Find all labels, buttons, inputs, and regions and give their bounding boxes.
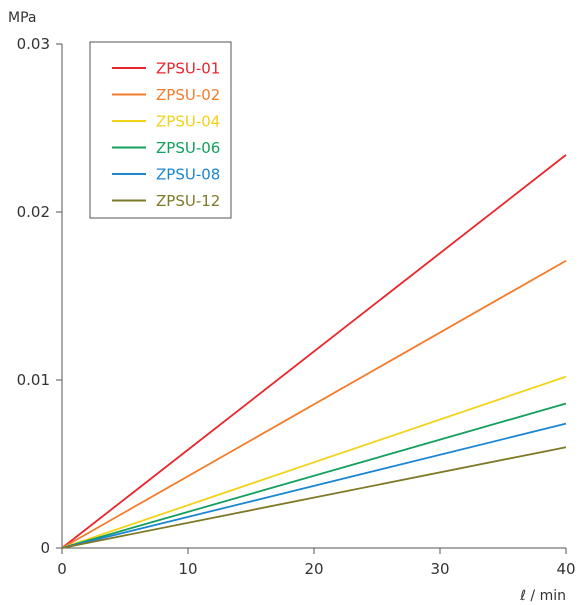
series-line-zpsu-02 xyxy=(61,259,567,549)
y-tick-label: 0.03 xyxy=(17,35,50,53)
legend-label: ZPSU-02 xyxy=(156,86,220,104)
legend-label: ZPSU-08 xyxy=(156,166,220,184)
x-tick-label: 0 xyxy=(57,560,67,578)
series-lines xyxy=(61,154,567,549)
y-tick-label: 0 xyxy=(40,539,50,557)
legend-label: ZPSU-06 xyxy=(156,139,220,157)
x-tick-label: 40 xyxy=(556,560,575,578)
legend-label: ZPSU-01 xyxy=(156,60,220,78)
series-line-zpsu-01 xyxy=(61,154,567,549)
x-tick-label: 20 xyxy=(304,560,323,578)
legend-label: ZPSU-04 xyxy=(156,113,220,131)
legend-label: ZPSU-12 xyxy=(156,192,220,210)
y-tick-label: 0.02 xyxy=(17,203,50,221)
ticks: 0 0.01 0.02 0.03 0 10 20 30 40 xyxy=(17,35,576,578)
series-line-zpsu-06 xyxy=(61,402,567,549)
y-axis-label: MPa xyxy=(8,10,36,26)
series-line-zpsu-08 xyxy=(61,422,567,549)
legend-box xyxy=(89,41,232,219)
series-line-zpsu-12 xyxy=(61,446,567,549)
series-line-zpsu-04 xyxy=(61,375,567,549)
y-tick-label: 0.01 xyxy=(17,371,50,389)
legend: ZPSU-01 ZPSU-02 ZPSU-04 ZPSU-06 ZPSU-08 ZPSU-… xyxy=(89,41,232,219)
x-axis-label: ℓ / min xyxy=(519,588,566,604)
x-tick-label: 30 xyxy=(430,560,449,578)
x-tick-label: 10 xyxy=(178,560,197,578)
